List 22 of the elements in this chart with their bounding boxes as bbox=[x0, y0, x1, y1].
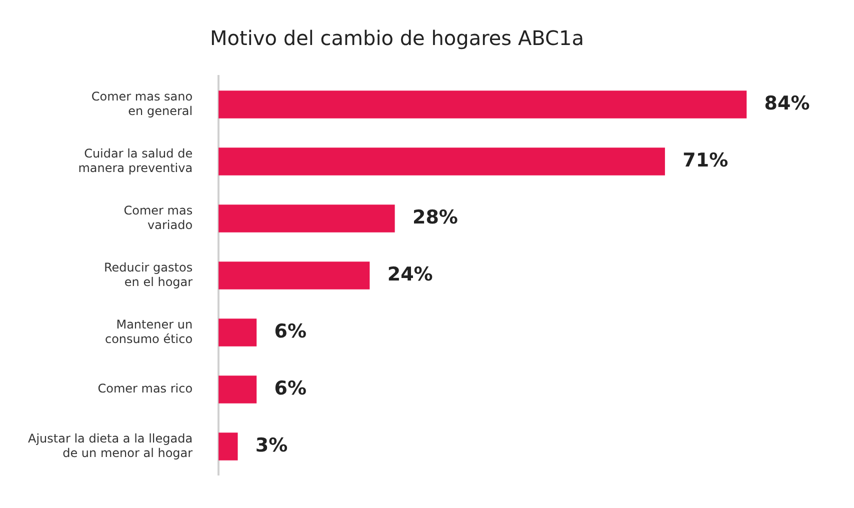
data-label: 28% bbox=[412, 206, 458, 228]
bar bbox=[218, 376, 257, 404]
data-label: 84% bbox=[764, 92, 810, 114]
bar bbox=[218, 148, 665, 176]
data-label: 3% bbox=[255, 434, 288, 456]
data-label: 6% bbox=[274, 377, 307, 400]
data-label: 24% bbox=[387, 263, 433, 286]
y-tick-label: Ajustar la dieta a la llegada de un menor al hogar bbox=[28, 431, 193, 460]
bar bbox=[218, 432, 238, 460]
bar bbox=[218, 90, 747, 118]
data-label: 6% bbox=[274, 320, 307, 342]
y-tick-label: Comer mas rico bbox=[98, 382, 193, 396]
data-label: 71% bbox=[682, 149, 728, 172]
y-tick-label: Comer mas variado bbox=[124, 203, 193, 232]
bar bbox=[218, 318, 257, 346]
y-tick-label: Mantener un consumo ético bbox=[104, 317, 193, 346]
bar bbox=[218, 262, 370, 290]
y-tick-label: Comer mas sano en general bbox=[91, 89, 193, 118]
y-tick-label: Cuidar la salud de manera preventiva bbox=[78, 146, 193, 175]
y-tick-label: Reducir gastos en el hogar bbox=[104, 260, 193, 289]
chart-title: Motivo del cambio de hogares ABC1a bbox=[210, 26, 584, 50]
bar bbox=[218, 204, 395, 232]
